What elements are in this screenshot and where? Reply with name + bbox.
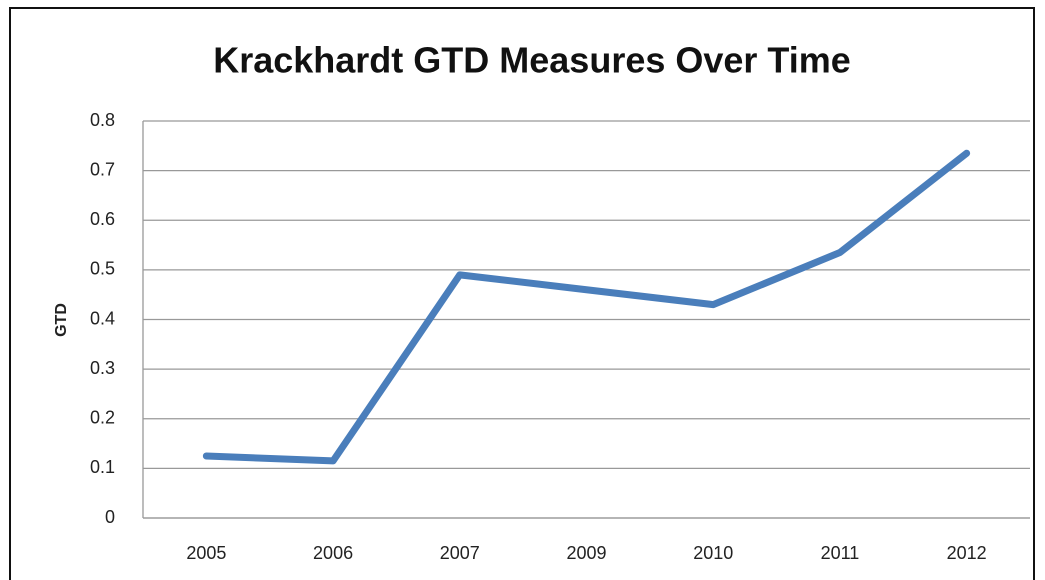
y-tick-label: 0 [105, 507, 115, 527]
x-tick-label: 2011 [821, 543, 860, 563]
x-tick-label: 2012 [947, 543, 987, 563]
y-tick-label: 0.6 [90, 209, 115, 229]
y-axis-label: GTD [53, 303, 70, 337]
y-tick-label: 0.7 [90, 159, 115, 179]
x-tick-label: 2006 [313, 543, 353, 563]
y-tick-label: 0.8 [90, 110, 115, 130]
y-tick-label: 0.2 [90, 408, 115, 428]
x-tick-label: 2010 [693, 543, 733, 563]
y-tick-label: 0.4 [90, 308, 115, 328]
x-tick-label: 2005 [186, 543, 226, 563]
chart-frame [9, 7, 1035, 580]
y-tick-label: 0.5 [90, 259, 115, 279]
x-tick-label: 2009 [566, 543, 606, 563]
data-line [202, 149, 971, 465]
y-tick-label: 0.1 [90, 457, 115, 477]
x-tick-label: 2007 [440, 543, 480, 563]
chart-title: Krackhardt GTD Measures Over Time [213, 40, 851, 81]
y-tick-label: 0.3 [90, 358, 115, 378]
